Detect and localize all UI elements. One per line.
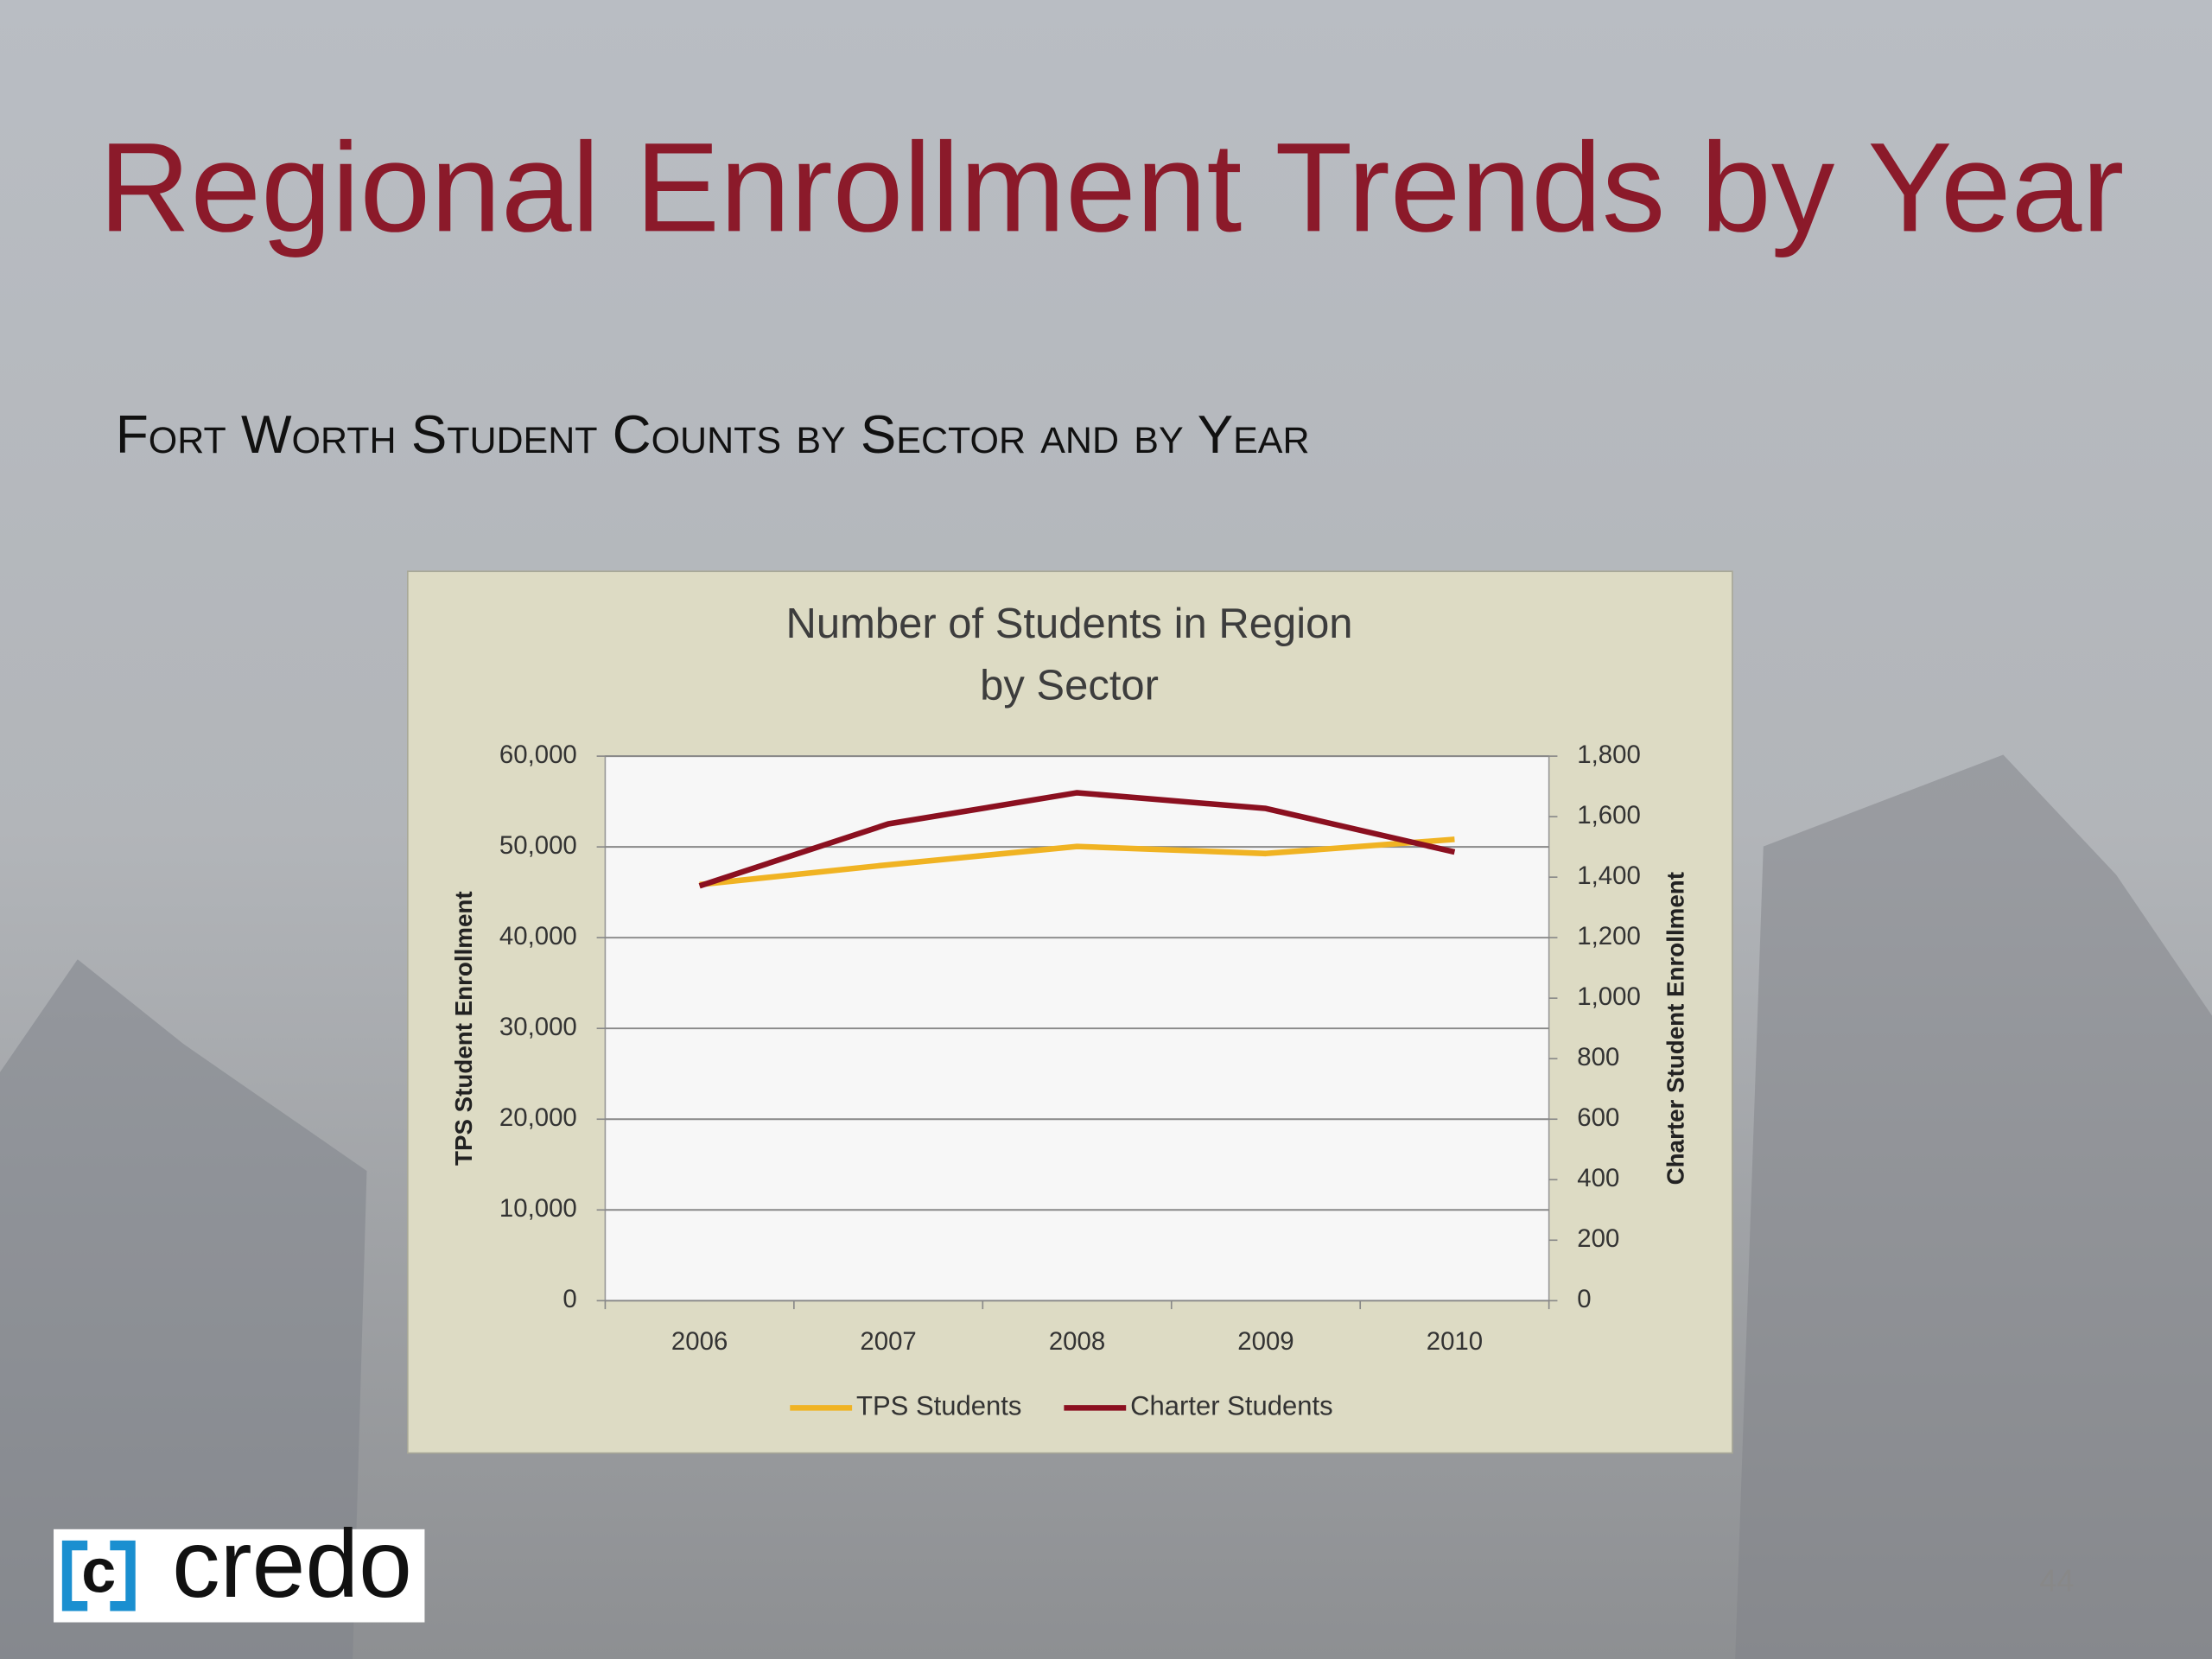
y2-tick-label: 600 [1577,1103,1619,1132]
x-tick-label: 2006 [671,1327,728,1356]
y-tick-label: 0 [563,1285,576,1313]
y2-tick-label: 1,800 [1577,741,1641,769]
y-tick-label: 10,000 [499,1194,577,1223]
slide-title: Regional Enrollment Trends by Year [99,117,2124,258]
y2-tick-label: 800 [1577,1043,1619,1071]
y-axis-label: TPS Student Enrollment [450,891,477,1166]
y-tick-label: 60,000 [499,741,577,769]
y2-tick-label: 1,600 [1577,801,1641,830]
line-series [699,836,1455,887]
y-tick-label: 20,000 [499,1103,577,1132]
slide-subtitle: Fort Worth Student Counts by Sector and … [116,405,1310,465]
y2-tick-label: 1,200 [1577,922,1641,950]
y2-tick-label: 400 [1577,1164,1619,1192]
y2-tick-label: 0 [1577,1285,1591,1313]
y2-tick-label: 1,000 [1577,982,1641,1011]
x-tick-label: 2010 [1427,1327,1483,1356]
logo-icon [61,1540,136,1611]
chart-title: Number of Students in Region [786,601,1353,647]
y-tick-label: 40,000 [499,922,577,950]
logo-icon: c [81,1537,116,1606]
chart-title: by Sector [980,663,1159,709]
y2-axis-label: Charter Student Enrollment [1662,872,1689,1185]
legend-label: TPS Students [856,1391,1021,1421]
x-tick-label: 2009 [1237,1327,1294,1356]
logo: c credo [54,1510,425,1623]
page-number: 44 [2039,1562,2074,1598]
legend-label: Charter Students [1130,1391,1332,1421]
y2-tick-label: 1,400 [1577,861,1641,890]
building [0,959,367,1659]
y-tick-label: 50,000 [499,831,577,860]
x-tick-label: 2007 [860,1327,916,1356]
logo-text: credo [172,1510,412,1618]
y2-tick-label: 200 [1577,1224,1619,1253]
chart: Number of Students in Region by Sector T… [407,570,1733,1454]
building [1735,754,2212,1659]
x-tick-label: 2008 [1049,1327,1105,1356]
line-series [698,790,1456,889]
y-tick-label: 30,000 [499,1013,577,1041]
